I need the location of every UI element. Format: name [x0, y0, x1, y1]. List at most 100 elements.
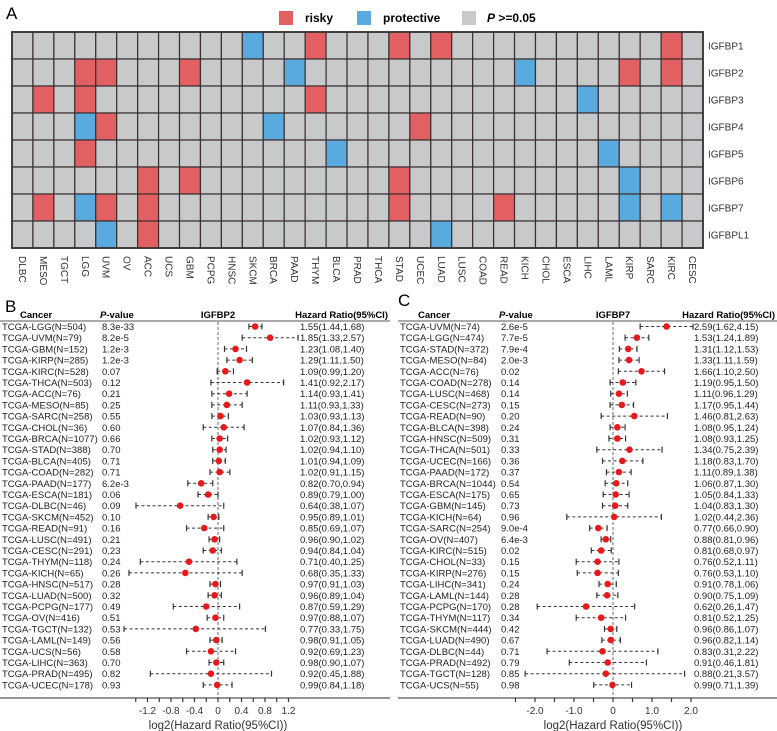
p-value: 0.31 [501, 434, 520, 445]
heatmap-column-label: UCEC [414, 256, 425, 284]
forest-row: TCGA-OV(N=416) 0.51 0.97(0.88,1.07) [2, 613, 364, 624]
heatmap-cell-igfbp5-ov-ns [116, 139, 139, 168]
heatmap-cell-igfbp2-gbm-risky [178, 58, 202, 87]
heatmap-cell-igfbp7-sarc-ns [639, 193, 662, 222]
cancer-label: TCGA-PAAD(N=177) [2, 479, 91, 490]
heatmap-cell-igfbp1-gbm-ns [178, 31, 202, 60]
heatmap-cell-igfbp1-thym-risky [304, 31, 327, 60]
p-value: 0.67 [501, 636, 520, 647]
cancer-label: TCGA-ESCA(N=175) [400, 490, 490, 501]
hazard-ratio-point [204, 491, 212, 498]
heatmap-cell-igfbp1-cesc-ns [681, 31, 704, 60]
heatmap-column-label: KICH [519, 256, 530, 280]
cancer-label: TCGA-UCEC(N=166) [400, 456, 491, 467]
x-tick-label: 0.8 [258, 706, 272, 717]
heatmap-column-label: BLCA [330, 256, 341, 282]
hazard-ratio-text: 1.17(0.95,1.44) [694, 400, 758, 411]
heatmap-cell-igfbp1-kirc-risky [660, 31, 683, 60]
heatmap-cell-igfbp2-chol-ns [534, 58, 558, 87]
heatmap-cell-igfbp7-luad-ns [430, 193, 453, 222]
heatmap-cell-igfbp3-kich-ns [513, 85, 537, 114]
hazard-ratio-text: 1.19(0.95,1.50) [694, 378, 758, 389]
heatmap-column-label: GBM [183, 256, 194, 279]
heatmap-cell-igfbp4-stad-ns [388, 112, 411, 141]
heatmap-cell-igfbp1-acc-ns [137, 31, 160, 60]
heatmap-column-label: OV [121, 256, 132, 271]
p-value: 0.53 [102, 624, 121, 635]
heatmap-cell-igfbp6-cesc-ns [681, 166, 704, 195]
heatmap-cell-igfbpl1-lusc-ns [451, 220, 474, 249]
forest-row: TCGA-UCS(N=56) 0.58 0.92(0.69,1.23) [2, 647, 364, 658]
hazard-ratio-text: 0.76(0.52,1.11) [694, 557, 758, 568]
heatmap-cell-igfbp6-prad-ns [346, 166, 369, 195]
heatmap-column-label: DLBC [16, 256, 27, 283]
forest-row: TCGA-BLCA(N=398) 0.24 1.08(0.95,1.24) [400, 423, 758, 434]
heatmap-cell-igfbp7-read-risky [493, 193, 516, 222]
cancer-label: TCGA-GBM(N=152) [2, 344, 88, 355]
forest-row: TCGA-GBM(N=152) 1.2e-3 1.23(1.08,1.40) [2, 344, 364, 355]
heatmap-cell-igfbp3-kirc-ns [660, 85, 683, 114]
hazard-ratio-point [599, 648, 606, 655]
header-hazard-ratio: Hazard Ratio(95%CI) [682, 310, 775, 321]
forest-row: TCGA-LGG(N=504) 8.3e-33 1.55(1.44,1.68) [2, 322, 364, 333]
heatmap-cell-igfbpl1-thca-ns [367, 220, 390, 249]
heatmap-cell-igfbp6-meso-ns [32, 166, 55, 195]
heatmap-cell-igfbp4-coad-ns [472, 112, 495, 141]
p-value: 0.14 [501, 378, 520, 389]
hazard-ratio-point [614, 435, 621, 442]
cancer-label: TCGA-BRCA(N=1077) [2, 434, 98, 445]
heatmap-cell-igfbp6-hnsc-ns [220, 166, 243, 195]
heatmap-cell-igfbpl1-blca-ns [325, 220, 348, 249]
heatmap-cell-igfbp3-laml-ns [597, 85, 620, 114]
header-p-rest: -value [505, 310, 532, 321]
heatmap-cell-igfbp5-dlbc-ns [11, 139, 34, 168]
forest-row: TCGA-UCEC(N=178) 0.93 0.99(0.84,1.18) [2, 680, 364, 691]
forest-row: TCGA-DLBC(N=44) 0.71 0.83(0.31,2.22) [400, 647, 758, 658]
forest-row: TCGA-READ(N=90) 0.20 1.46(0.81,2.63) [400, 412, 758, 423]
heatmap-cell-igfbp1-pcpg-ns [199, 31, 222, 60]
cancer-label: TCGA-PRAD(N=492) [400, 658, 491, 669]
p-value: 0.85 [501, 669, 520, 680]
heatmap-cell-igfbpl1-laml-ns [597, 220, 620, 249]
heatmap-cell-igfbp3-stad-ns [388, 85, 411, 114]
heatmap-cell-igfbpl1-kich-ns [513, 220, 537, 249]
heatmap-cell-igfbp6-lusc-ns [451, 166, 474, 195]
heatmap-cell-igfbp6-brca-ns [262, 166, 285, 195]
heatmap-column-label: THYM [309, 256, 320, 284]
heatmap-cell-igfbp3-lusc-ns [451, 85, 474, 114]
hazard-ratio-text: 0.99(0.71,1.39) [694, 680, 758, 691]
hazard-ratio-point [607, 625, 615, 633]
cancer-label: TCGA-LUAD(N=500) [2, 591, 91, 602]
hazard-ratio-point [630, 412, 638, 420]
cancer-label: TCGA-DLBC(N=44) [400, 647, 484, 658]
hazard-ratio-point [220, 424, 228, 431]
heatmap-cell-igfbp5-laml-protective [597, 139, 620, 168]
hazard-ratio-point [211, 536, 218, 543]
heatmap-cell-igfbp1-blca-ns [325, 31, 348, 60]
cancer-label: TCGA-ESCA(N=181) [2, 490, 92, 501]
p-value: 0.09 [102, 501, 121, 512]
heatmap-cell-igfbp1-coad-ns [472, 31, 495, 60]
hazard-ratio-text: 1.02(0.44,2.36) [694, 512, 758, 523]
heatmap-column-label: LUSC [456, 256, 467, 283]
forest-row: TCGA-PAAD(N=172) 0.37 1.11(0.89,1.38) [400, 468, 758, 479]
heatmap-cell-igfbpl1-kirp-ns [618, 220, 641, 249]
heatmap-cell-igfbp2-ucec-ns [409, 58, 432, 87]
p-value: 0.70 [102, 445, 121, 456]
cancer-label: TCGA-CHOL(N=36) [2, 423, 87, 434]
heatmap-cell-igfbp5-chol-ns [534, 139, 558, 168]
hazard-ratio-text: 1.29(1.11,1.50) [300, 356, 364, 367]
heatmap-cell-igfbp2-thym-ns [304, 58, 327, 87]
hazard-ratio-text: 0.77(0.66,0.90) [694, 524, 758, 535]
hazard-ratio-point [212, 614, 219, 621]
heatmap-cell-igfbp1-stad-risky [388, 31, 411, 60]
heatmap-cell-igfbp7-esca-ns [555, 193, 578, 222]
cancer-label: TCGA-UCEC(N=178) [2, 680, 93, 691]
cancer-label: TCGA-MESO(N=85) [2, 400, 89, 411]
heatmap-cell-igfbp5-coad-ns [472, 139, 495, 168]
x-tick-label: 0.4 [235, 706, 249, 717]
heatmap-cell-igfbp7-kich-ns [513, 193, 537, 222]
legend-label-protective: protective [383, 11, 441, 25]
p-value: 0.51 [102, 613, 121, 624]
cancer-label: TCGA-PRAD(N=495) [2, 669, 93, 680]
